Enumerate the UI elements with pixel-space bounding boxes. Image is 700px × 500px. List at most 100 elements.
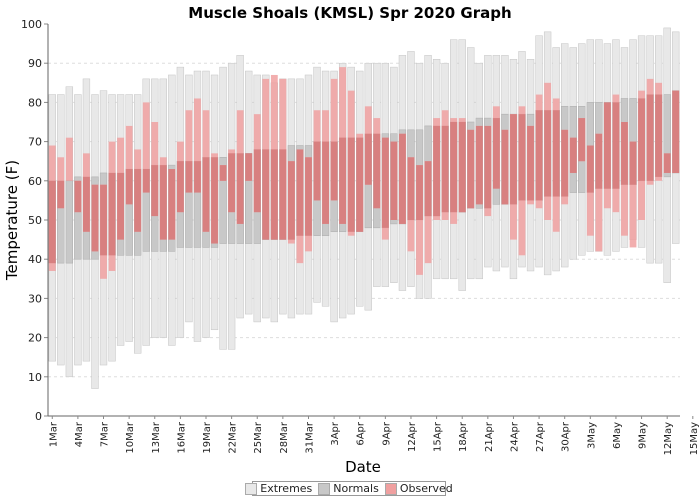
observed-bar <box>185 110 193 193</box>
observed-normal-overlap <box>176 161 184 213</box>
observed-normal-overlap <box>236 153 244 224</box>
observed-normal-overlap <box>279 149 287 240</box>
x-tick-label: 6Apr <box>356 421 367 446</box>
observed-normal-overlap <box>194 161 201 193</box>
x-tick-label: 7Mar <box>100 421 111 447</box>
observed-normal-overlap <box>484 125 492 209</box>
observed-normal-overlap <box>578 118 586 162</box>
observed-normal-overlap <box>492 118 500 189</box>
observed-bar <box>330 78 338 201</box>
normals-bar <box>74 176 82 260</box>
observed-normal-overlap <box>134 169 142 232</box>
x-tick-label: 1Mar <box>48 421 59 447</box>
observed-normal-overlap <box>595 133 603 189</box>
x-tick-label: 24Apr <box>509 421 520 452</box>
x-tick-label: 4Mar <box>74 421 85 447</box>
observed-normal-overlap <box>219 165 227 181</box>
x-tick-label: 28Mar <box>279 421 290 453</box>
legend-item-observed: Observed <box>384 482 453 495</box>
observed-normal-overlap <box>655 94 663 177</box>
y-tick-label: 80 <box>28 96 42 109</box>
observed-normal-overlap <box>407 157 415 220</box>
x-tick-label: 12May <box>663 422 674 455</box>
y-tick-label: 20 <box>28 332 42 345</box>
legend-item-normals: Normals <box>318 482 379 495</box>
legend-label-normals: Normals <box>333 482 379 495</box>
observed-normal-overlap <box>569 137 577 173</box>
observed-normal-overlap <box>228 153 236 213</box>
observed-normal-overlap <box>552 110 560 197</box>
observed-bar <box>65 137 73 181</box>
observed-normal-overlap <box>586 145 594 193</box>
observed-normal-overlap <box>433 125 441 217</box>
y-tick-label: 50 <box>28 214 42 227</box>
y-tick-label: 40 <box>28 253 42 266</box>
y-tick-label: 90 <box>28 57 42 70</box>
y-tick-label: 0 <box>35 410 42 423</box>
normals-bar <box>65 180 74 264</box>
observed-bar <box>125 125 133 205</box>
observed-normal-overlap <box>638 98 645 181</box>
legend: Extremes Normals Observed <box>245 481 453 496</box>
observed-normal-overlap <box>458 122 466 213</box>
observed-normal-overlap <box>381 137 389 228</box>
y-tick-label: 10 <box>28 371 42 384</box>
legend-label-observed: Observed <box>399 482 453 495</box>
observed-normal-overlap <box>475 125 483 205</box>
x-tick-label: 3May <box>586 422 597 449</box>
y-tick-label: 60 <box>28 175 42 188</box>
observed-normal-overlap <box>108 172 116 256</box>
observed-normal-overlap <box>424 161 432 217</box>
observed-normal-overlap <box>91 184 99 252</box>
chart: Muscle Shoals (KMSL) Spr 2020 Graph 0 10 2… <box>3 4 700 476</box>
observed-normal-overlap <box>83 176 90 232</box>
observed-bar <box>629 141 637 248</box>
observed-normal-overlap <box>202 157 210 232</box>
x-tick-label: 9May <box>638 422 649 449</box>
observed-bar <box>194 98 201 193</box>
observed-bar <box>142 102 150 193</box>
observed-normal-overlap <box>100 184 107 256</box>
y-tick-label: 100 <box>21 18 42 31</box>
observed-normal-overlap <box>287 161 295 240</box>
normals-swatch <box>318 482 331 495</box>
observed-bar <box>595 133 603 252</box>
observed-normal-overlap <box>603 102 611 189</box>
observed-normal-overlap <box>339 137 347 224</box>
observed-normal-overlap <box>356 137 364 232</box>
observed-normal-overlap <box>313 141 321 201</box>
observed-normal-overlap <box>510 114 517 205</box>
observed-normal-overlap <box>612 102 620 189</box>
observed-normal-overlap <box>330 141 338 201</box>
observed-normal-overlap <box>74 180 82 213</box>
x-tick-label: 15Apr <box>433 421 444 452</box>
x-tick-label: 10Mar <box>125 421 136 453</box>
observed-normal-overlap <box>364 133 372 185</box>
legend-label-extremes: Extremes <box>260 482 313 495</box>
observed-normal-overlap <box>441 125 449 213</box>
observed-normal-overlap <box>518 114 526 201</box>
y-tick-label: 30 <box>28 292 42 305</box>
observed-normal-overlap <box>57 180 65 209</box>
plot-area: 0 10 20 30 40 50 60 70 80 90 100 1Mar 4Mar 7Mar 10Mar 1… <box>21 18 700 455</box>
x-tick-label: 25Mar <box>253 421 264 453</box>
observed-normal-overlap <box>48 180 56 264</box>
x-tick-label: 18Apr <box>458 421 469 452</box>
observed-normal-overlap <box>270 149 278 240</box>
normals-bar <box>663 94 671 178</box>
x-tick-label: 22Mar <box>228 421 239 453</box>
observed-normal-overlap <box>672 90 680 173</box>
observed-normal-overlap <box>629 141 637 185</box>
x-tick-label: 13Mar <box>151 421 162 453</box>
observed-normal-overlap <box>663 153 671 173</box>
observed-normal-overlap <box>211 157 218 244</box>
observed-normal-overlap <box>253 149 261 213</box>
observed-normal-overlap <box>305 157 312 236</box>
x-axis-label: Date <box>345 458 381 476</box>
observed-normal-overlap <box>621 122 628 185</box>
observed-normal-overlap <box>535 110 543 201</box>
x-tick-label: 3Apr <box>330 421 341 446</box>
x-tick-label: 27Apr <box>535 421 546 452</box>
y-tick-label: 70 <box>28 136 42 149</box>
observed-normal-overlap <box>125 169 133 205</box>
